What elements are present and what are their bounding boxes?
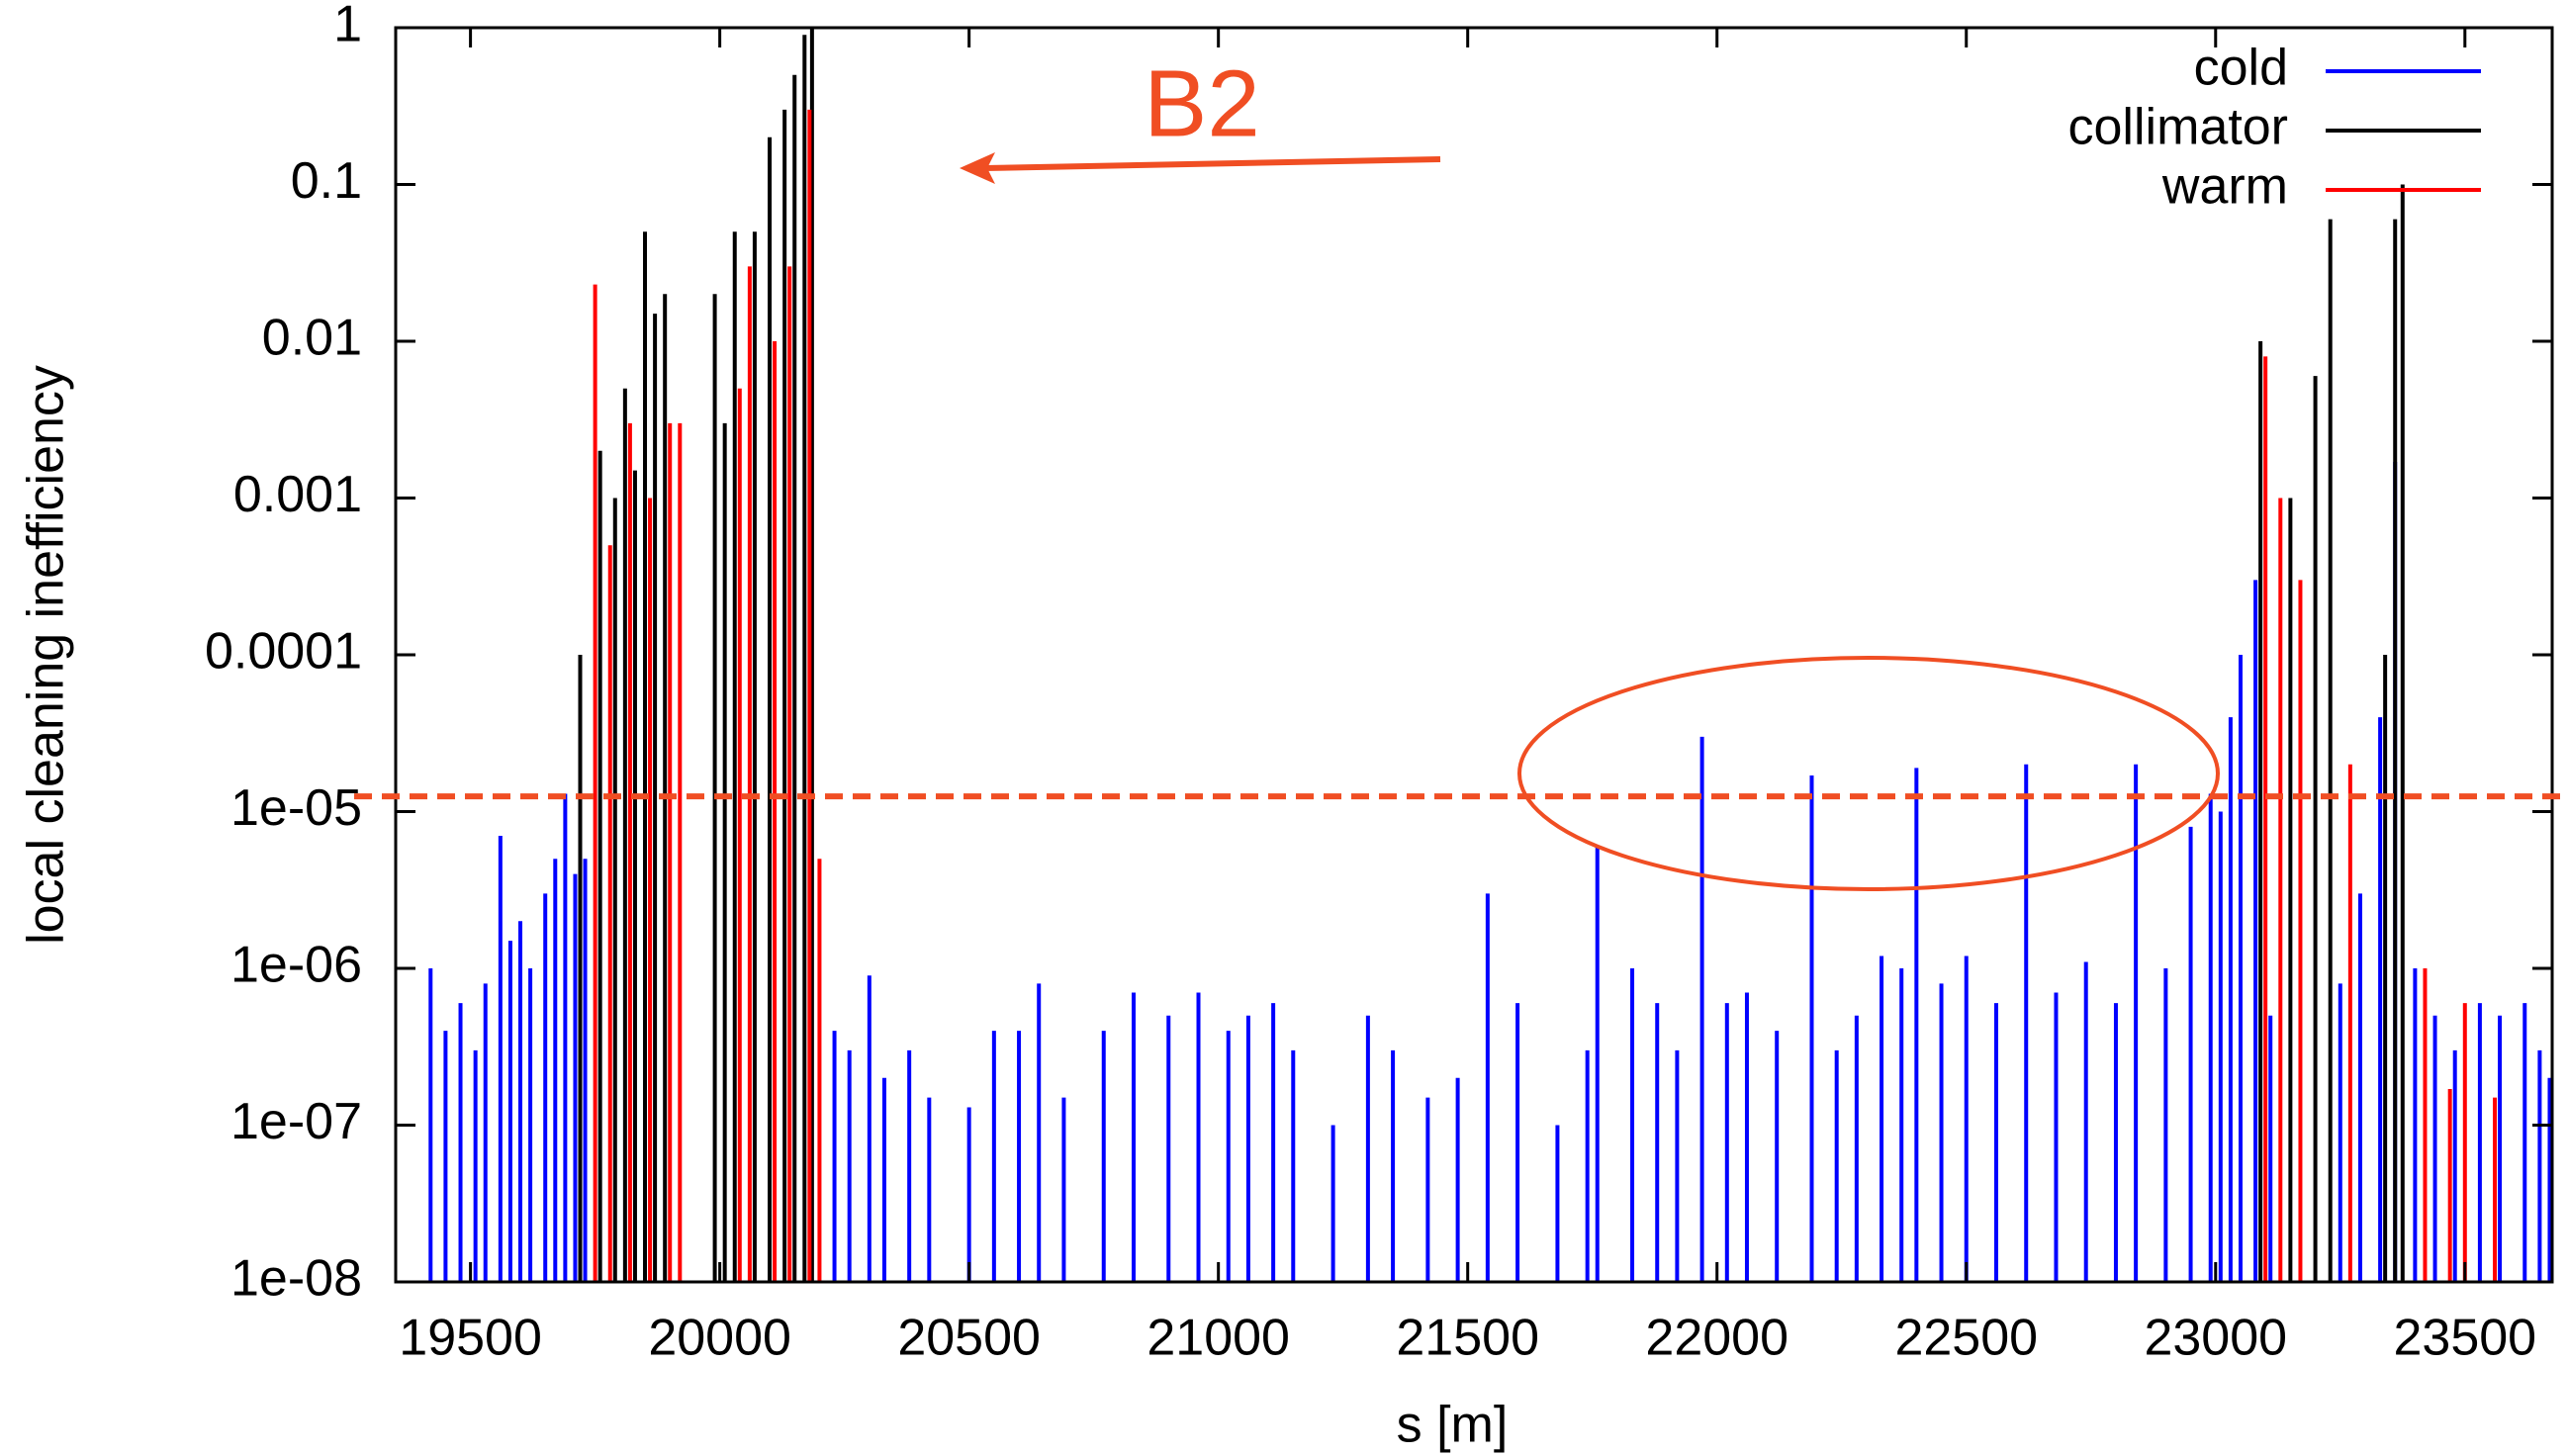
y-tick-label: 1e-06 [230,937,362,994]
plot-area [428,28,2552,1282]
highlight-ellipse [1517,656,2220,891]
x-tick-label: 22500 [1894,1310,2038,1367]
x-tick-label: 20500 [897,1310,1041,1367]
y-tick-label: 0.0001 [205,623,362,681]
x-tick-label: 20000 [648,1310,791,1367]
x-tick-label: 19500 [399,1310,542,1367]
arrow-shaft [983,156,1441,171]
y-tick-label: 0.1 [291,152,362,210]
y-axis-title: local cleaning inefficiency [18,365,75,945]
y-tick-label: 1e-07 [230,1093,362,1150]
legend-label: collimator [2068,99,2289,156]
x-tick-label: 23000 [2144,1310,2287,1367]
y-tick-label: 1e-05 [230,779,362,837]
y-tick-label: 0.001 [233,466,362,523]
arrow-head [960,152,995,184]
y-tick-label: 1 [333,0,362,53]
y-tick-label: 0.01 [262,310,362,367]
annotation: B2 [1144,50,1259,156]
y-tick-label: 1e-08 [230,1250,362,1308]
legend-label: warm [2161,158,2288,216]
x-tick-label: 22000 [1645,1310,1788,1367]
legend-label: cold [2194,40,2288,97]
x-axis-title: s [m] [1397,1397,1509,1454]
x-tick-label: 21500 [1396,1310,1539,1367]
x-tick-label: 23500 [2393,1310,2536,1367]
x-tick-label: 21000 [1146,1310,1290,1367]
